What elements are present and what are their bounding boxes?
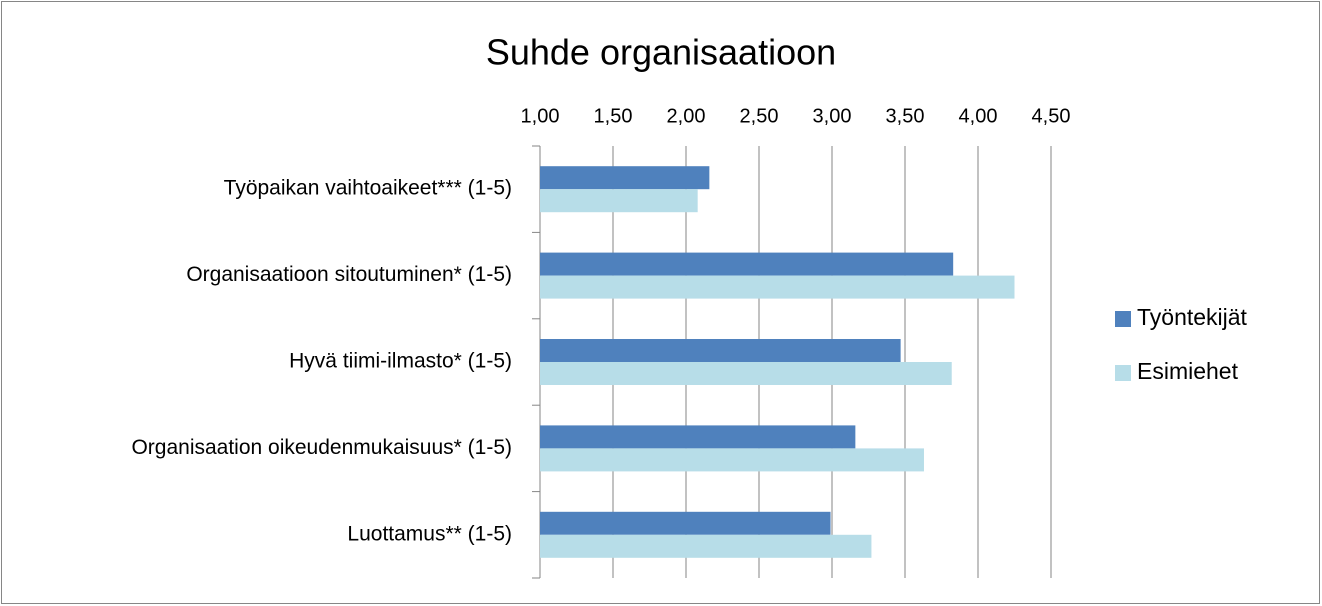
y-tick-label: Hyvä tiimi-ilmasto* (1-5) (289, 350, 512, 373)
bar (540, 189, 698, 213)
x-tick-label: 3,50 (886, 105, 925, 127)
legend-label: Työntekijät (1137, 304, 1248, 330)
bar (540, 166, 710, 190)
x-tick-label: 1,00 (521, 105, 560, 127)
legend-swatch (1115, 311, 1131, 327)
x-tick-label: 2,00 (667, 105, 706, 127)
y-tick-label: Organisaatioon sitoutuminen* (1-5) (186, 263, 512, 286)
x-tick-label: 1,50 (594, 105, 633, 127)
chart-title: Suhde organisaatioon (486, 32, 836, 73)
y-tick-label: Luottamus** (1-5) (347, 522, 512, 545)
bar (540, 362, 952, 385)
bar (540, 275, 1015, 299)
x-tick-label: 3,00 (813, 105, 852, 127)
bar (540, 252, 954, 276)
x-tick-label: 2,50 (740, 105, 779, 127)
x-tick-label: 4,00 (959, 105, 998, 127)
bar (540, 339, 901, 362)
bar (540, 534, 872, 558)
y-tick-label: Työpaikan vaihtoaikeet*** (1-5) (224, 177, 512, 200)
legend-label: Esimiehet (1137, 358, 1239, 384)
legend-swatch (1115, 365, 1131, 381)
bar (540, 448, 924, 472)
bar (540, 425, 856, 449)
bar (540, 511, 831, 535)
y-tick-label: Organisaation oikeudenmukaisuus* (1-5) (131, 436, 512, 459)
x-tick-label: 4,50 (1032, 105, 1071, 127)
